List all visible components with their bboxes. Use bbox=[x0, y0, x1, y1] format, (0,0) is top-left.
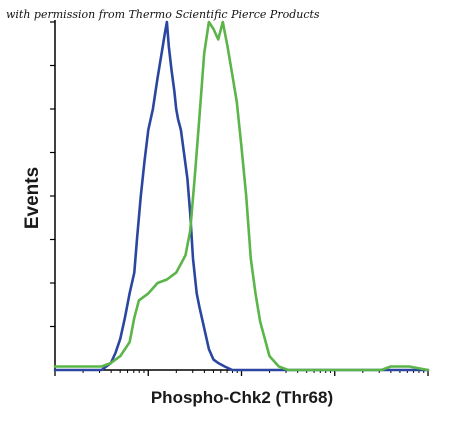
series-line-1 bbox=[53, 20, 430, 372]
y-axis-ticks bbox=[50, 21, 55, 328]
series-line-2 bbox=[53, 20, 430, 372]
series-layer bbox=[53, 20, 430, 372]
permission-credit: with permission from Thermo Scientific P… bbox=[6, 8, 320, 21]
x-axis-label: Phospho-Chk2 (Thr68) bbox=[151, 388, 333, 407]
y-axis-label: Events bbox=[22, 167, 43, 229]
plot-frame bbox=[54, 20, 428, 371]
